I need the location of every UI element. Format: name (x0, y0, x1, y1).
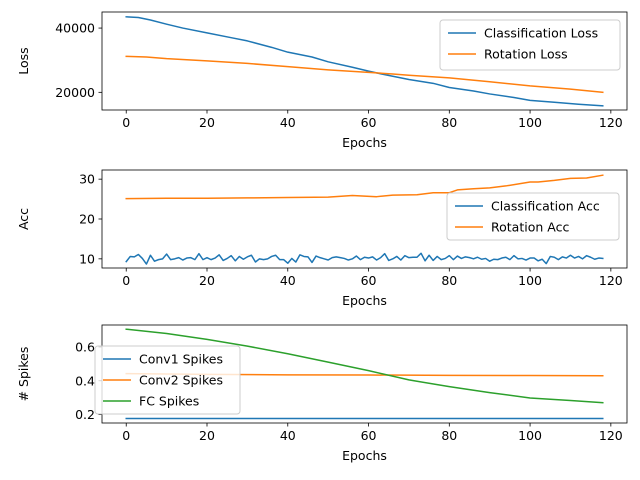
legend-box (94, 345, 241, 415)
series-line-3-3 (125, 328, 604, 404)
x-axis-label: Epochs (342, 293, 387, 308)
y-tick-label: 20 (79, 212, 95, 227)
series-line-2-1 (125, 252, 604, 265)
x-tick-label: 40 (280, 273, 296, 288)
y-tick-label: 10 (79, 251, 95, 266)
x-tick-label: 120 (599, 115, 623, 130)
y-axis-label: Acc (16, 208, 31, 230)
legend: Conv1 Spikes Conv2 Spikes FC Spikes (94, 345, 241, 415)
legend-label: Conv2 Spikes (139, 373, 223, 388)
chart-panel-2: 0 20 40 60 80 100 120 10 20 30 Epochs Acc Classifica… (16, 169, 628, 308)
x-axis-label: Epochs (342, 448, 387, 463)
chart-panel-1: 0 20 40 60 80 100 120 20000 40000 Epochs Loss Class… (16, 11, 628, 150)
y-tick-label: 0.2 (75, 407, 95, 422)
x-tick-label: 60 (361, 428, 377, 443)
series-line-1-2 (125, 55, 604, 94)
x-tick-label: 100 (518, 115, 542, 130)
x-tick-label: 20 (199, 273, 215, 288)
x-axis-label: Epochs (342, 135, 387, 150)
x-tick-label: 0 (122, 115, 130, 130)
legend-box (439, 19, 621, 71)
y-tick-label: 30 (79, 172, 95, 187)
x-tick-label: 60 (361, 115, 377, 130)
x-tick-label: 100 (518, 273, 542, 288)
x-tick-label: 40 (280, 115, 296, 130)
x-tick-label: 20 (199, 428, 215, 443)
x-tick-label: 100 (518, 428, 542, 443)
legend: Classification Loss Rotation Loss (439, 19, 621, 71)
legend-label: Conv1 Spikes (139, 352, 223, 367)
y-tick-label: 0.4 (75, 373, 95, 388)
x-tick-label: 120 (599, 428, 623, 443)
x-tick-label: 20 (199, 115, 215, 130)
chart-panel-3: 0 20 40 60 80 100 120 0.2 0.4 0.6 Epochs # Spikes Co… (16, 324, 628, 463)
y-tick-label: 20000 (55, 85, 95, 100)
legend-label: Rotation Acc (491, 220, 569, 235)
y-tick-label: 40000 (55, 21, 95, 36)
x-tick-label: 80 (441, 428, 457, 443)
x-tick-label: 40 (280, 428, 296, 443)
axes-frame (101, 11, 628, 111)
x-tick-label: 60 (361, 273, 377, 288)
series-line-2-2 (125, 174, 604, 200)
legend-box (446, 192, 620, 241)
legend: Classification Acc Rotation Acc (446, 192, 620, 241)
y-axis-label: Loss (16, 47, 31, 74)
legend-label: Rotation Loss (484, 47, 568, 62)
x-tick-label: 120 (599, 273, 623, 288)
x-tick-label: 80 (441, 115, 457, 130)
y-tick-label: 0.6 (75, 339, 95, 354)
series-line-1-1 (125, 16, 604, 107)
legend-label: Classification Loss (484, 26, 598, 41)
x-tick-label: 0 (122, 273, 130, 288)
legend-label: Classification Acc (491, 199, 600, 214)
x-tick-label: 0 (122, 428, 130, 443)
y-axis-label: # Spikes (16, 347, 31, 402)
x-tick-label: 80 (441, 273, 457, 288)
legend-label: FC Spikes (139, 394, 199, 409)
